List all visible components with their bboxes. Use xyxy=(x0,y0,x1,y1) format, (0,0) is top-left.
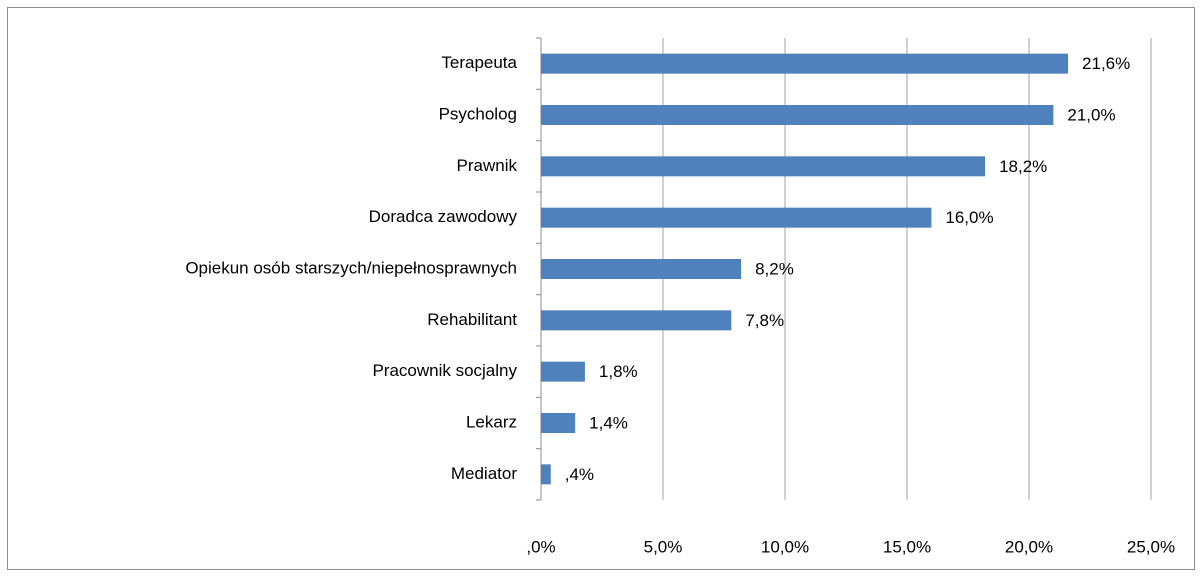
y-tick-label: Terapeuta xyxy=(441,53,517,72)
y-tick-label: Prawnik xyxy=(457,156,518,175)
bar xyxy=(541,207,932,228)
x-tick-label: 5,0% xyxy=(644,537,683,556)
x-tick-label: 25,0% xyxy=(1127,537,1175,556)
bar xyxy=(541,53,1069,74)
value-label: 16,0% xyxy=(945,208,993,227)
chart-frame xyxy=(7,7,1195,570)
bar xyxy=(541,413,576,433)
y-tick-label: Lekarz xyxy=(466,412,517,431)
value-label: 21,6% xyxy=(1082,54,1130,73)
value-label: 18,2% xyxy=(999,157,1047,176)
bar xyxy=(541,361,585,382)
bar xyxy=(541,310,732,331)
y-tick-label: Opiekun osób starszych/niepełnosprawnych xyxy=(185,258,517,277)
value-label: 7,8% xyxy=(745,311,784,330)
bar xyxy=(541,259,742,279)
value-label: 1,8% xyxy=(599,362,638,381)
y-tick-label: Rehabilitant xyxy=(427,310,517,329)
y-tick-label: Pracownik socjalny xyxy=(372,361,517,380)
x-tick-label: ,0% xyxy=(526,537,555,556)
y-tick-label: Psycholog xyxy=(439,104,517,123)
x-tick-label: 20,0% xyxy=(1005,537,1053,556)
bar xyxy=(541,156,986,177)
bar xyxy=(541,105,1054,125)
value-label: 21,0% xyxy=(1067,105,1115,124)
y-tick-label: Doradca zawodowy xyxy=(369,207,518,226)
bar xyxy=(541,464,551,485)
x-tick-label: 15,0% xyxy=(883,537,931,556)
x-tick-label: 10,0% xyxy=(761,537,809,556)
value-label: 8,2% xyxy=(755,259,794,278)
value-label: ,4% xyxy=(565,465,594,484)
y-tick-label: Mediator xyxy=(451,464,517,483)
value-label: 1,4% xyxy=(589,413,628,432)
